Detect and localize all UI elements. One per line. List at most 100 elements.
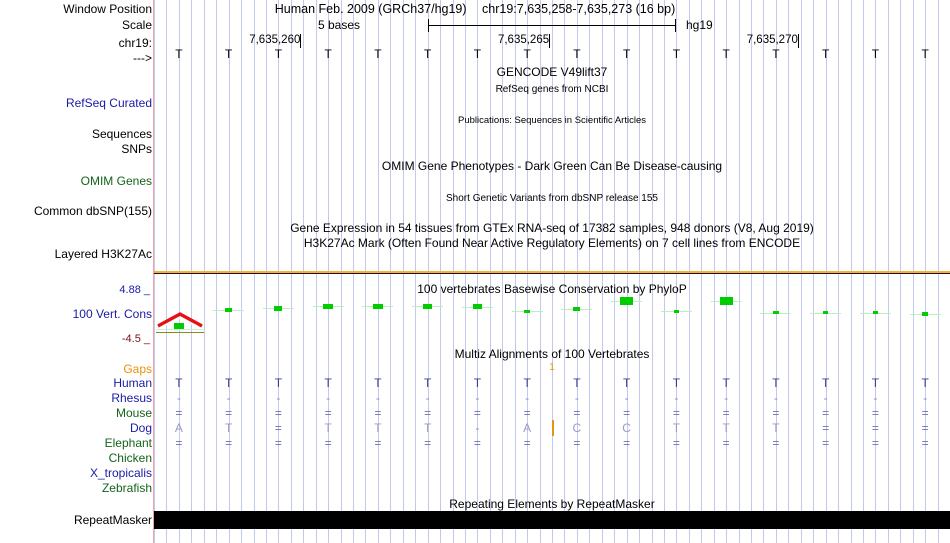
alignment-base-rhesus: -	[873, 391, 878, 405]
alignment-base-dog: -	[475, 421, 480, 435]
ruler-tick-label: 7,635,265	[497, 34, 550, 46]
track-left-edge-line	[153, 0, 154, 543]
conservation-track[interactable]	[154, 271, 950, 343]
browser-title-line: Human Feb. 2009 (GRCh37/hg19) chr19:7,63…	[0, 2, 950, 16]
alignment-base-dog: T	[324, 421, 332, 435]
alignment-base-elephant: =	[324, 436, 332, 450]
label-refseq-curated[interactable]: RefSeq Curated	[65, 96, 152, 110]
alignment-base-mouse: =	[374, 406, 382, 420]
alignment-base-dog: T	[672, 421, 681, 435]
species-label-elephant[interactable]: Elephant	[104, 436, 152, 450]
alignment-base-rhesus: -	[326, 391, 331, 405]
alignment-base-elephant: =	[274, 436, 282, 450]
label-chrom: chr19:	[118, 36, 152, 50]
label-scale: Scale	[121, 18, 152, 32]
track-title-omim: OMIM Gene Phenotypes - Dark Green Can Be…	[381, 159, 723, 173]
base-position-ruler[interactable]: T T T T T T T T T T T T T T T T 7,635,260 7,635,265 7,635,…	[0, 34, 950, 61]
ruler-base: T	[672, 47, 681, 61]
label-snps[interactable]: SNPs	[121, 142, 152, 156]
conservation-value-mark	[472, 304, 482, 310]
label-sequences[interactable]: Sequences	[91, 127, 152, 141]
alignment-base-mouse: =	[722, 406, 730, 420]
alignment-base-elephant: =	[822, 436, 830, 450]
alignment-base-dog: A	[523, 421, 532, 435]
conservation-value-mark	[323, 304, 333, 310]
label-common-dbsnp[interactable]: Common dbSNP(155)	[33, 204, 152, 218]
species-label-mouse[interactable]: Mouse	[115, 406, 152, 420]
track-title-repeatmasker: Repeating Elements by RepeatMasker	[449, 497, 655, 511]
track-title-dbsnp: Short Genetic Variants from dbSNP releas…	[446, 193, 658, 204]
ruler-base: T	[523, 47, 531, 61]
conservation-value-mark	[173, 323, 184, 329]
alignment-base-elephant: =	[424, 436, 432, 450]
multiz-alignment-track[interactable]: T T T T T T T T T T T T T T T T - - - - - - - - - - - - - - - - = = = = = = = =…	[154, 362, 950, 500]
ruler-base: T	[772, 47, 780, 61]
conservation-value-mark	[822, 311, 829, 315]
ruler-base: T	[175, 47, 183, 61]
species-label-chicken[interactable]: Chicken	[108, 451, 152, 465]
alignment-base-mouse: =	[573, 406, 581, 420]
alignment-base-elephant: =	[175, 436, 183, 450]
ruler-tick-label: 7,635,270	[746, 34, 798, 46]
ruler-base: T	[374, 47, 382, 61]
alignment-gap-count-label: 1	[549, 362, 555, 373]
alignment-base-dog: T	[374, 421, 382, 435]
conservation-value-mark	[773, 311, 779, 315]
label-repeatmasker[interactable]: RepeatMasker	[73, 513, 152, 527]
conservation-baseline-olive	[156, 332, 204, 333]
ruler-base: T	[722, 47, 730, 61]
alignment-base-mouse: =	[523, 406, 531, 420]
position-text: chr19:7,635,258-7,635,273 (16 bp)	[482, 2, 676, 16]
species-label-dog[interactable]: Dog	[129, 421, 152, 435]
alignment-base-dog: C	[572, 421, 582, 435]
repeatmasker-bar[interactable]	[154, 511, 950, 529]
alignment-base-elephant: =	[921, 436, 929, 450]
ruler-base: T	[871, 47, 880, 61]
alignment-base-elephant: =	[523, 436, 531, 450]
alignment-base-human: T	[672, 376, 681, 390]
alignment-base-human: T	[772, 376, 780, 390]
alignment-base-elephant: =	[772, 436, 780, 450]
track-title-h3k27ac: H3K27Ac Mark (Often Found Near Active Re…	[303, 236, 801, 250]
conservation-top-border-orange	[154, 271, 950, 273]
alignment-base-mouse: =	[672, 406, 680, 420]
alignment-base-rhesus: -	[375, 391, 380, 405]
alignment-base-rhesus: -	[674, 391, 679, 405]
alignment-base-rhesus: -	[176, 391, 181, 405]
species-label-zebrafish[interactable]: Zebrafish	[101, 481, 152, 495]
alignment-gap-bar	[552, 420, 554, 436]
alignment-base-elephant: =	[871, 436, 879, 450]
conservation-value-mark	[573, 307, 581, 312]
label-omim-genes[interactable]: OMIM Genes	[80, 174, 152, 188]
alignment-base-rhesus: -	[425, 391, 430, 405]
alignment-base-elephant: =	[374, 436, 382, 450]
ruler-base: T	[274, 47, 283, 61]
conservation-value-mark	[673, 310, 680, 314]
label-layered-h3k27ac[interactable]: Layered H3K27Ac	[54, 247, 152, 261]
assembly-db-name: hg19	[686, 18, 713, 32]
alignment-base-human: T	[523, 376, 531, 390]
alignment-base-dog: =	[822, 421, 830, 435]
label-strand-arrow: --->	[133, 51, 152, 65]
species-label-x_tropicalis[interactable]: X_tropicalis	[89, 466, 152, 480]
ruler-tick-label: 7,635,260	[249, 34, 301, 46]
alignment-base-rhesus: -	[724, 391, 729, 405]
species-label-rhesus[interactable]: Rhesus	[111, 391, 152, 405]
ruler-base: T	[224, 47, 233, 61]
ruler-base: T	[573, 47, 581, 61]
alignment-base-mouse: =	[225, 406, 233, 420]
alignment-base-dog: T	[722, 421, 730, 435]
ruler-base: T	[423, 47, 432, 61]
alignment-base-rhesus: -	[823, 391, 828, 405]
label-100-vert-cons[interactable]: 100 Vert. Cons	[72, 307, 152, 321]
label-window-position: Window Position	[63, 2, 152, 16]
species-label-human[interactable]: Human	[113, 376, 152, 390]
alignment-base-mouse: =	[772, 406, 780, 420]
track-title-phylop: 100 vertebrates Basewise Conservation by…	[417, 282, 687, 296]
alignment-base-dog: T	[423, 421, 432, 435]
alignment-base-rhesus: -	[624, 391, 629, 405]
alignment-base-mouse: =	[274, 406, 282, 420]
ruler-base: T	[324, 47, 332, 61]
alignment-base-rhesus: -	[276, 391, 281, 405]
alignment-base-dog: C	[622, 421, 631, 435]
